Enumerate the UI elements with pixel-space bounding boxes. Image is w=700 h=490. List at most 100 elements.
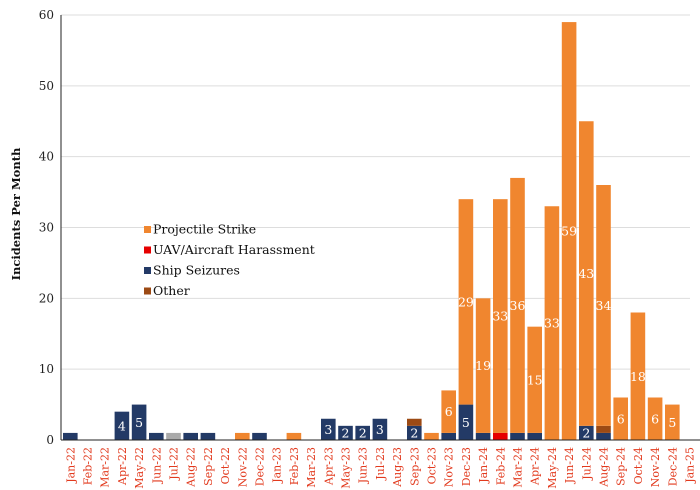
bar-segment: [131, 404, 147, 440]
bar-segment: [493, 432, 508, 440]
data-label: 36: [510, 298, 526, 313]
bar-segment: [286, 432, 302, 440]
bar-segment: [458, 404, 474, 440]
bar-segment: [527, 326, 542, 433]
bar-segment: [493, 199, 508, 433]
data-label: 6: [617, 411, 625, 426]
bar-segment: [114, 411, 130, 440]
data-label: 19: [475, 358, 491, 373]
data-label: 5: [135, 415, 143, 430]
y-axis-label: Incidents Per Month: [9, 147, 23, 280]
bar-segment: [166, 432, 181, 440]
x-tick-label: Jun-22: [150, 447, 163, 484]
y-tick-label: 0: [46, 433, 54, 447]
x-tick-label: Aug-22: [185, 447, 198, 488]
x-tick-label: Nov-22: [236, 447, 249, 487]
bar-segment: [475, 298, 491, 433]
bar-segment: [338, 425, 353, 440]
x-tick-label: Feb-23: [288, 447, 301, 485]
bar-segment: [441, 432, 456, 440]
bar-segment: [647, 397, 663, 440]
x-tick-label: May-22: [133, 447, 146, 489]
x-tick-label: Nov-24: [649, 447, 662, 487]
legend-swatch: [144, 267, 151, 274]
bar-segment: [544, 206, 560, 440]
data-label: 34: [596, 298, 612, 313]
bars: [63, 22, 680, 440]
x-tick-label: Sep-24: [615, 447, 628, 486]
bar-segment: [407, 418, 422, 426]
data-label: 5: [462, 415, 470, 430]
data-label: 5: [668, 415, 676, 430]
bar-segment: [527, 432, 542, 440]
x-tick-label: May-23: [340, 447, 353, 489]
bar-segment: [200, 432, 216, 440]
bar-segment: [613, 397, 628, 440]
legend-label: Projectile Strike: [153, 222, 256, 237]
legend: Projectile Strike UAV/Aircraft Harassment…: [144, 222, 315, 298]
x-tick-label: Dec-22: [254, 447, 267, 486]
data-label: 15: [527, 372, 543, 387]
bar-segment: [355, 425, 370, 440]
x-tick-label: Jul-23: [374, 447, 387, 481]
x-tick-label: Aug-23: [391, 447, 404, 488]
y-tick-label: 30: [39, 221, 54, 235]
legend-label: Ship Seizures: [153, 263, 240, 278]
bar-segment: [321, 418, 336, 440]
x-tick-label: Oct-23: [426, 447, 439, 484]
bar-segment: [149, 432, 164, 440]
x-tick-label: Jul-22: [168, 447, 181, 481]
bar-segment: [424, 432, 439, 440]
x-tick-label: Jan-22: [64, 447, 77, 484]
bar-segment: [665, 404, 680, 440]
x-tick-label: Jun-24: [563, 447, 576, 484]
x-tick-label: Mar-24: [512, 447, 525, 488]
data-label: 2: [359, 425, 367, 440]
data-label: 18: [630, 369, 646, 384]
bar-segment: [252, 432, 267, 440]
y-tick-label: 60: [39, 8, 54, 22]
grid-lines: [61, 14, 690, 370]
bar-segment: [475, 432, 491, 440]
bar-segment: [372, 418, 388, 440]
bar-segment: [63, 432, 78, 440]
bar-segment: [596, 185, 611, 426]
data-label: 6: [445, 404, 453, 419]
x-tick-label: Jun-23: [357, 447, 370, 484]
legend-swatch: [144, 246, 151, 254]
x-tick-label: Mar-23: [305, 447, 318, 488]
x-tick-label: Apr-23: [322, 447, 335, 486]
bar-segment: [630, 312, 646, 440]
x-tick-label: Dec-23: [460, 447, 473, 486]
axes: 0 10 20 30 40 50 60 Jan-22 Feb-22 Mar-22 Apr-22 May…: [39, 8, 700, 489]
bar-segment: [510, 432, 525, 440]
data-label: 43: [578, 266, 594, 281]
bar-segment: [596, 425, 611, 433]
data-label: 33: [492, 309, 508, 324]
x-tick-label: Oct-22: [219, 447, 232, 484]
data-label: 3: [376, 422, 384, 437]
bar-segment: [407, 425, 422, 440]
bar-segment: [441, 390, 456, 433]
data-label: 6: [651, 411, 659, 426]
bar-segment: [510, 177, 525, 433]
x-tick-label: Sep-22: [202, 447, 215, 486]
bar-segment: [579, 425, 594, 440]
legend-label: UAV/Aircraft Harassment: [153, 242, 315, 257]
x-tick-label: Feb-22: [82, 447, 95, 485]
x-tick-label: Aug-24: [598, 447, 611, 488]
x-tick-label: Mar-22: [99, 447, 112, 488]
y-tick-label: 10: [39, 362, 54, 376]
legend-label: Other: [153, 283, 190, 298]
x-tick-label: Jan-25: [684, 447, 697, 484]
bar-segment: [561, 22, 577, 440]
y-tick-label: 50: [39, 79, 54, 93]
legend-swatch: [144, 226, 151, 233]
bar-segment: [579, 121, 594, 426]
x-tick-label: Feb-24: [494, 447, 507, 485]
x-tick-label: Apr-22: [116, 447, 129, 486]
x-tick-label: May-24: [546, 447, 559, 489]
data-label: 2: [410, 425, 418, 440]
